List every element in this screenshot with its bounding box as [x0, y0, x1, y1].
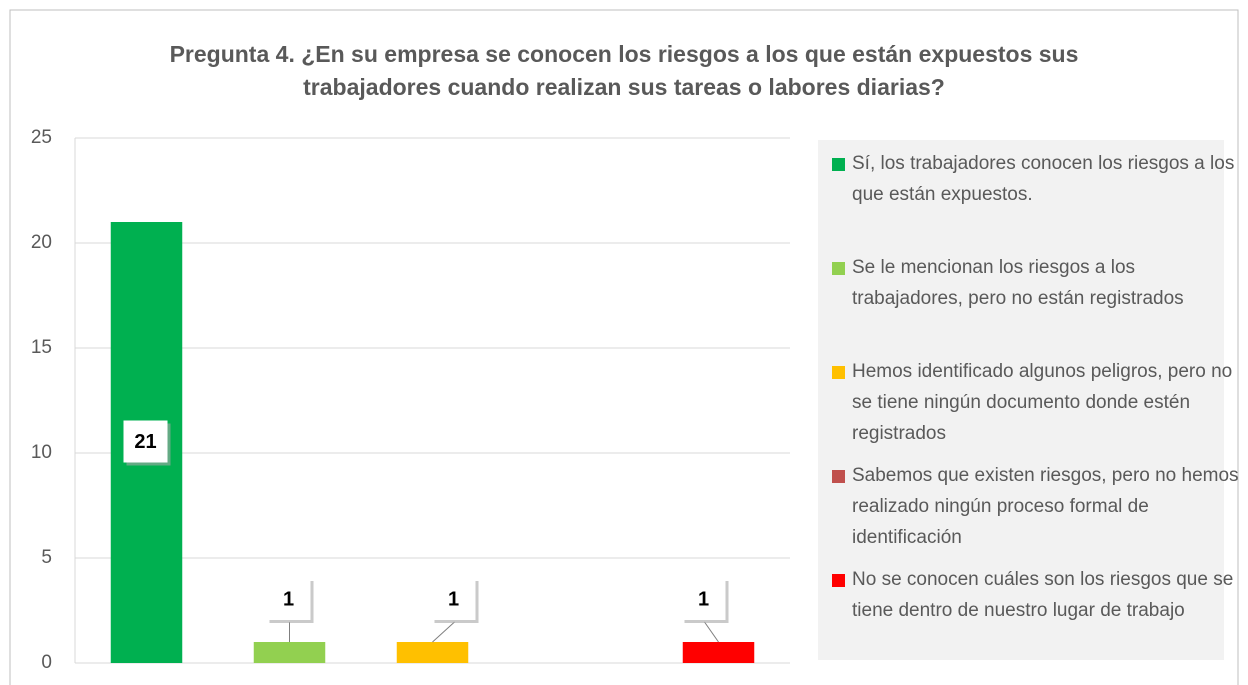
- y-tick-label: 5: [41, 547, 52, 568]
- legend-label: Hemos identificado algunos peligros, per…: [852, 361, 1233, 444]
- legend-swatch: [832, 366, 845, 379]
- legend-label: Se le mencionan los riesgos a los trabaj…: [852, 257, 1184, 309]
- label-box: [431, 578, 476, 620]
- legend-swatch: [832, 574, 845, 587]
- chart-border: [9, 9, 1239, 685]
- y-tick-label: 20: [31, 232, 52, 253]
- data-label: 21: [134, 431, 156, 453]
- legend-entry: No se conocen cuáles son los riesgos que…: [832, 564, 1242, 626]
- y-tick-label: 25: [31, 127, 52, 148]
- leader-line: [704, 621, 719, 643]
- bar: [396, 642, 469, 663]
- y-tick-label: 0: [41, 652, 52, 673]
- legend: Sí, los trabajadores conocen los riesgos…: [818, 140, 1239, 660]
- bar: [253, 642, 326, 663]
- legend-entry: Hemos identificado algunos peligros, per…: [832, 356, 1242, 449]
- legend-label: No se conocen cuáles son los riesgos que…: [852, 569, 1234, 621]
- legend-swatch: [832, 262, 845, 275]
- data-label: 1: [698, 588, 709, 610]
- bar: [682, 642, 755, 663]
- legend-label: Sabemos que existen riesgos, pero no hem…: [852, 465, 1239, 548]
- legend-entry: Sabemos que existen riesgos, pero no hem…: [832, 460, 1242, 553]
- leader-line: [432, 621, 455, 643]
- data-label: 1: [283, 588, 294, 610]
- y-tick-label: 10: [31, 442, 52, 463]
- y-tick-label: 15: [31, 337, 52, 358]
- legend-swatch: [832, 158, 845, 171]
- label-box: [123, 420, 168, 463]
- data-label: 1: [448, 588, 459, 610]
- chart-title: Pregunta 4. ¿En su empresa se conocen lo…: [169, 41, 1079, 100]
- legend-label: Sí, los trabajadores conocen los riesgos…: [852, 153, 1235, 205]
- legend-swatch: [832, 470, 845, 483]
- legend-entry: Sí, los trabajadores conocen los riesgos…: [832, 148, 1242, 210]
- legend-entry: Se le mencionan los riesgos a los trabaj…: [832, 252, 1242, 314]
- label-box: [266, 578, 311, 620]
- label-box: [681, 578, 726, 620]
